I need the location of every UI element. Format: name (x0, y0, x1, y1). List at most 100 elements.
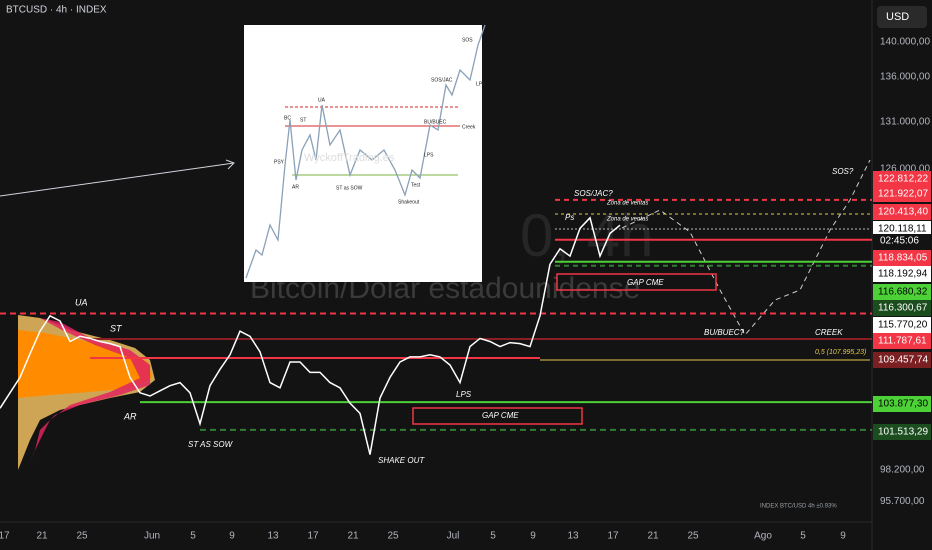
price-tag-label: 120.118,11 (878, 224, 927, 235)
time-label: 9 (530, 531, 536, 542)
time-label: 21 (647, 531, 659, 542)
inset-label: AR (292, 184, 299, 190)
countdown: 02:45:06 (880, 236, 919, 247)
price-tag (873, 284, 931, 300)
annotation: UA (75, 297, 88, 307)
price-line (0, 216, 621, 455)
price-tick-label: 98.200,00 (880, 465, 925, 476)
price-tag (873, 250, 931, 266)
price-tag (873, 317, 931, 333)
annotation: Zona de ventas (606, 201, 648, 207)
annotation: AR (123, 411, 137, 421)
time-label: 21 (347, 531, 359, 542)
inset-label: ST (300, 117, 306, 123)
price-tag-label: 116.300,67 (878, 303, 928, 314)
inset: WyckoffTrading.es (244, 24, 486, 282)
price-tag (873, 221, 931, 237)
arrow-head (225, 159, 235, 170)
annotation: GAP CME (482, 411, 519, 420)
price-tag (873, 352, 931, 368)
time-label: Jul (447, 531, 460, 542)
time-label: 13 (567, 531, 579, 542)
annotation: SOS/JAC? (574, 189, 613, 198)
annotation: CREEK (815, 328, 843, 337)
price-tick-label: 131.000,00 (880, 117, 930, 128)
watermark-symbol: 0, 4h (520, 202, 653, 269)
price-tag (873, 204, 931, 220)
arrow (0, 162, 235, 197)
time-label: 13 (267, 531, 279, 542)
time-label: 17 (307, 531, 319, 542)
gap-box (556, 273, 717, 291)
price-tag-label: 116.680,32 (878, 287, 928, 298)
price-tag (873, 186, 931, 202)
inset-label: PSY (274, 159, 285, 165)
inset-label: BC (284, 115, 291, 121)
annotation: Ps (565, 213, 574, 222)
inset-label: SOS (462, 37, 473, 43)
annotation: SOS? (832, 167, 854, 176)
inset-label: SOS/JAC (431, 77, 453, 83)
time-label: Ago (754, 531, 772, 542)
time-label: 9 (840, 531, 846, 542)
price-tag-label: 121.922,07 (878, 189, 928, 200)
annotation: ST (110, 323, 123, 333)
price-tick-label: 140.000,00 (880, 36, 930, 47)
price-tick-label: 126.000,00 (880, 164, 930, 175)
price-tag (873, 300, 931, 316)
countdown-bg (873, 234, 931, 248)
gap-box (412, 407, 583, 425)
inset-watermark: WyckoffTrading.es (304, 152, 395, 164)
time-label: 25 (76, 531, 88, 542)
inset-label: Creek (462, 124, 476, 130)
inset-path (245, 24, 486, 279)
projection (621, 159, 871, 336)
annotation: Zona de ventas (606, 217, 648, 223)
inset-label: LPS (424, 152, 434, 158)
price-tag (873, 266, 931, 282)
price-tag (873, 333, 931, 349)
price-tag-label: 103.877,30 (878, 399, 928, 410)
annotation: ST AS SOW (188, 440, 234, 449)
annotation: GAP CME (627, 278, 664, 287)
price-tag (873, 396, 931, 412)
time-label: 5 (800, 531, 806, 542)
currency[interactable]: USD (886, 11, 909, 23)
volume-profile-poc (18, 330, 152, 398)
price-tag-label: 111.787,61 (878, 336, 927, 347)
time-label: 5 (190, 531, 196, 542)
currency-button[interactable] (877, 6, 927, 28)
inset-label: Test (411, 182, 421, 188)
time-label: 17 (607, 531, 619, 542)
price-tag-label: 109.457,74 (878, 355, 928, 366)
inset-label: Shakeout (398, 199, 420, 205)
time-label: 21 (36, 531, 48, 542)
inset-label: ST as SOW (336, 185, 363, 191)
volume-profile-sell (28, 318, 150, 465)
price-tag-label: 118.192,94 (878, 269, 928, 280)
annotation: BU/BUEC? (704, 328, 745, 337)
inset-label: UA (318, 97, 326, 103)
price-tag-label: 122.812,22 (878, 174, 928, 185)
price-tag (873, 424, 931, 440)
inset-label: BU/BUEC (424, 119, 447, 125)
footer: INDEX BTC/USD 4h ±0.93% (760, 504, 837, 510)
time-label: 5 (490, 531, 496, 542)
price-tick-label: 95.700,00 (880, 496, 925, 507)
time-label: Jun (144, 531, 160, 542)
annotation: SHAKE OUT (378, 456, 425, 465)
price-tick-label: 136.000,00 (880, 71, 930, 82)
price-tag-label: 115.770,20 (878, 320, 928, 331)
time-label: 25 (687, 531, 699, 542)
price-tag-label: 120.413,40 (878, 207, 928, 218)
price-tag-label: 101.513,29 (878, 427, 928, 438)
inset-label: LPS (476, 81, 486, 87)
annotation: LPS (456, 390, 472, 399)
time-label: 25 (387, 531, 399, 542)
symbol: BTCUSD · 4h · INDEX (6, 5, 107, 16)
annotation: 0,5 (107.995,23) (815, 349, 866, 356)
price-tag-label: 118.834,05 (878, 253, 928, 264)
time-label: 17 (0, 531, 10, 542)
price-tag (873, 171, 931, 187)
